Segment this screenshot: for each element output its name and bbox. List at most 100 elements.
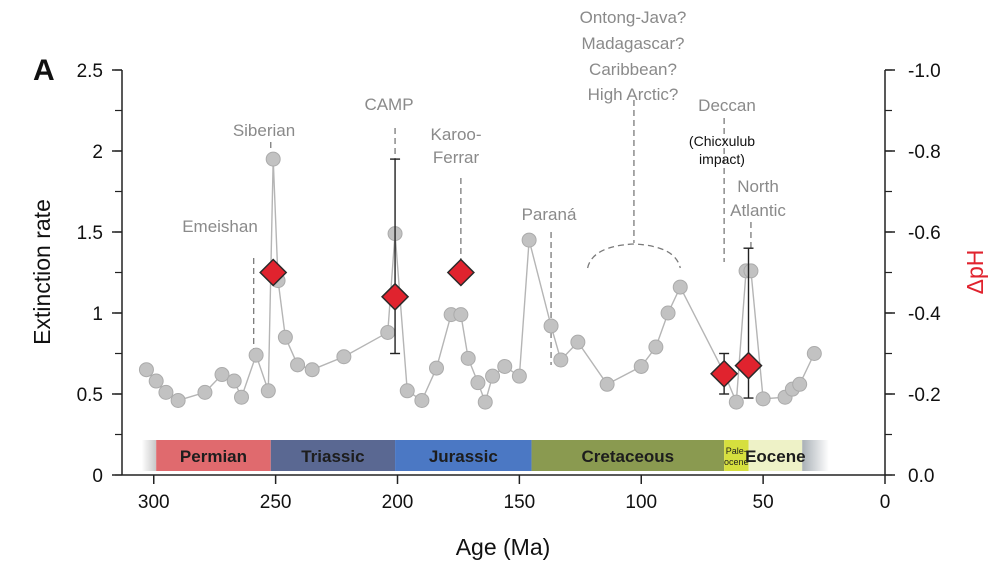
period-label-cretaceous: Cretaceous <box>582 447 675 466</box>
volcanic-annotations: Emeishan Siberian CAMP Karoo- Ferrar Paraná On… <box>182 8 786 236</box>
extinction-point <box>234 389 249 405</box>
period-label-eocene: Eocene <box>745 447 805 466</box>
extinction-point <box>336 349 352 365</box>
y-tick-label: 1.5 <box>77 223 103 244</box>
y2-tick-label: 0.0 <box>908 466 934 487</box>
y-tick-label: 0 <box>92 466 103 487</box>
extinction-point <box>728 394 744 410</box>
x-tick-label: 50 <box>753 492 774 513</box>
extinction-point <box>553 352 569 368</box>
extinction-point <box>138 362 154 378</box>
extinction-line <box>145 159 815 405</box>
annotation-label: Deccan <box>698 96 756 115</box>
y-axis-title: Extinction rate <box>29 199 55 345</box>
geologic-time-band: Permian Triassic Jurassic Cretaceous Pale-oc… <box>141 440 829 471</box>
period-label-triassic: Triassic <box>301 447 364 466</box>
annotation-label: Paraná <box>522 205 577 224</box>
extinction-point <box>599 376 615 392</box>
y-tick-label: 2.5 <box>77 61 103 82</box>
extinction-point <box>485 368 501 384</box>
ph-diamond-point <box>446 258 475 287</box>
y2-tick-label: -0.2 <box>908 385 941 406</box>
period-label-permian: Permian <box>180 447 247 466</box>
x-tick-label: 0 <box>880 492 891 513</box>
period-label-jurassic: Jurassic <box>429 447 498 466</box>
x-tick-label: 100 <box>625 492 657 513</box>
extinction-point <box>158 384 174 400</box>
extinction-point <box>648 339 664 355</box>
x-tick-label: 250 <box>260 492 292 513</box>
y2-tick-label: -0.8 <box>908 142 941 163</box>
annotation-label: impact) <box>699 151 745 167</box>
extinction-point <box>521 232 537 248</box>
annotation-label: High Arctic? <box>588 85 679 104</box>
ph-diamond-point <box>710 359 739 388</box>
ph-series <box>259 158 763 399</box>
extinction-point <box>660 305 676 321</box>
extinction-point <box>277 329 293 345</box>
period-pale-ocene <box>724 440 749 471</box>
extinction-point <box>497 358 513 374</box>
period-label-paleocene-2: ocene <box>724 457 749 467</box>
ph-diamond-point <box>734 351 763 380</box>
extinction-point <box>197 384 213 400</box>
y-tick-label: 0.5 <box>77 385 103 406</box>
x-axis-title: Age (Ma) <box>456 534 551 560</box>
extinction-point <box>429 360 444 376</box>
ph-diamond-point <box>259 258 288 287</box>
y-tick-label: 1 <box>92 304 103 325</box>
extinction-point <box>170 392 186 408</box>
extinction-point <box>511 368 527 384</box>
extinction-point <box>633 358 649 374</box>
extinction-point <box>543 318 559 334</box>
extinction-point <box>226 373 242 389</box>
y2-tick-label: -1.0 <box>908 61 941 82</box>
extinction-point <box>672 279 688 295</box>
annotation-label: Karoo- <box>430 125 481 144</box>
x-tick-label: 150 <box>504 492 536 513</box>
y2-axis-title: ΔpH <box>962 250 988 295</box>
axis-ticks: 300 250 200 150 100 50 0 0 0.5 1 1.5 2 2.5 0.0 -0.2 -0.… <box>77 61 942 513</box>
extinction-point <box>570 334 586 350</box>
extinction-point <box>414 392 430 408</box>
extinction-point <box>148 373 164 389</box>
annotation-label: (Chicxulub <box>689 133 755 149</box>
annotation-label: Ontong-Java? <box>580 8 687 27</box>
annotation-guides <box>253 100 752 365</box>
ph-diamond-point <box>381 282 410 311</box>
extinction-point <box>806 346 822 361</box>
extinction-point <box>399 383 415 399</box>
annotation-label: CAMP <box>364 95 413 114</box>
period-jurassic <box>395 440 532 471</box>
extinction-point <box>755 391 771 407</box>
period-triassic <box>270 440 396 471</box>
extinction-point <box>792 376 808 392</box>
x-tick-label: 200 <box>382 492 414 513</box>
band-fade-right <box>802 440 829 471</box>
extinction-point <box>265 151 281 167</box>
period-eocene <box>748 440 803 471</box>
y2-tick-label: -0.6 <box>908 223 941 244</box>
band-fade-left <box>141 440 157 471</box>
panel-label: A <box>33 54 55 87</box>
annotation-label: Siberian <box>233 121 295 140</box>
extinction-point <box>380 324 396 340</box>
extinction-point <box>260 383 276 399</box>
y-tick-label: 2 <box>92 142 103 163</box>
period-label-paleocene-1: Pale- <box>726 446 747 456</box>
extinction-point <box>470 375 486 391</box>
extinction-point <box>214 367 230 383</box>
period-permian <box>156 440 271 471</box>
guide-brace-cretaceous <box>586 243 681 269</box>
extinction-point <box>290 357 306 373</box>
extinction-point <box>304 362 320 378</box>
extinction-point <box>743 263 759 279</box>
extinction-point <box>477 394 493 410</box>
extinction-point <box>248 347 264 363</box>
period-cretaceous <box>531 440 725 471</box>
y2-tick-label: -0.4 <box>908 304 941 325</box>
annotation-label: Madagascar? <box>581 34 684 53</box>
annotation-label: Emeishan <box>182 217 258 236</box>
annotation-label: Atlantic <box>730 201 786 220</box>
